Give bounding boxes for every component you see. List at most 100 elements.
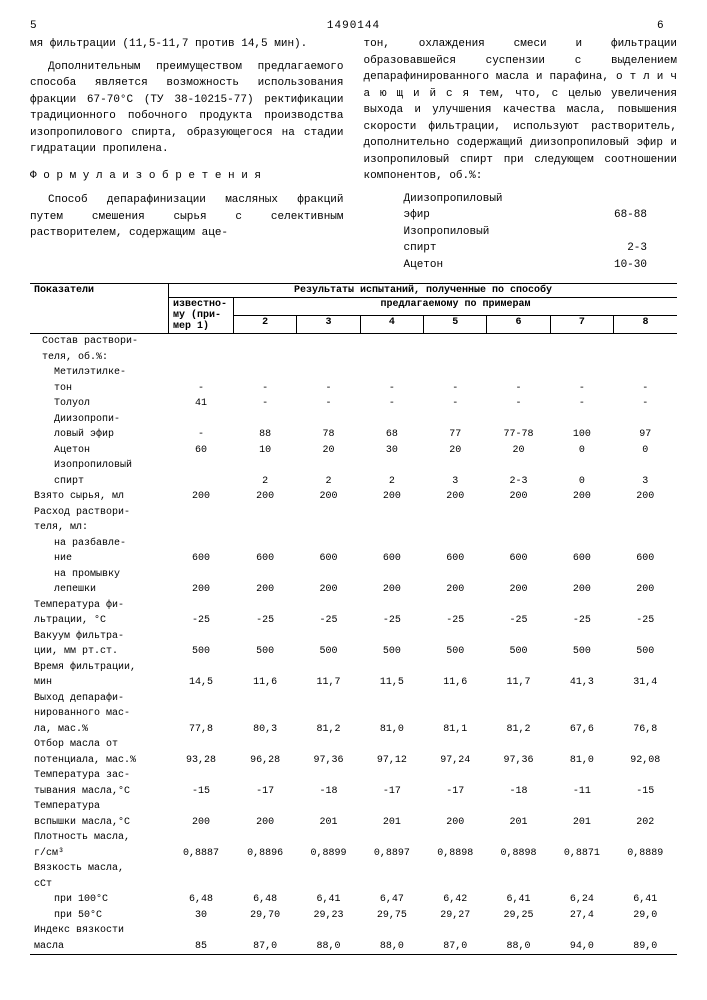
- table-row: сСт: [30, 877, 677, 893]
- table-row: Метилэтилке-: [30, 365, 677, 381]
- table-row: льтрации, °С-25-25-25-25-25-25-25-25: [30, 613, 677, 629]
- cell: 200: [424, 489, 487, 505]
- ratio-2a: Изопропиловый: [404, 224, 490, 241]
- cell: [424, 567, 487, 583]
- th-c3: 3: [297, 316, 360, 334]
- cell: [424, 350, 487, 366]
- cell: [487, 365, 550, 381]
- cell: [360, 567, 423, 583]
- cell: [360, 660, 423, 676]
- row-label: Ацетон: [30, 443, 169, 459]
- row-label: Время фильтрации,: [30, 660, 169, 676]
- cell: [614, 598, 677, 614]
- row-label: Взято сырья, мл: [30, 489, 169, 505]
- cell: [169, 861, 234, 877]
- cell: [360, 536, 423, 552]
- cell: 31,4: [614, 675, 677, 691]
- cell: [234, 412, 297, 428]
- cell: -: [487, 396, 550, 412]
- cell: [234, 505, 297, 521]
- cell: [550, 505, 613, 521]
- row-label: при 50°С: [30, 908, 169, 924]
- th-c8: 8: [614, 316, 677, 334]
- cell: 0: [550, 474, 613, 490]
- cell: -25: [614, 613, 677, 629]
- cell: -: [360, 396, 423, 412]
- page-num-left: 5: [30, 20, 50, 32]
- cell: 6,41: [487, 892, 550, 908]
- cell: 29,23: [297, 908, 360, 924]
- table-row: спирт22232-303: [30, 474, 677, 490]
- cell: [234, 861, 297, 877]
- cell: [169, 536, 234, 552]
- cell: [487, 923, 550, 939]
- cell: 0,8889: [614, 846, 677, 862]
- ratio-block: Диизопропиловый эфир68-88 Изопропиловый …: [364, 191, 678, 274]
- cell: 6,24: [550, 892, 613, 908]
- cell: [614, 799, 677, 815]
- cell: [360, 505, 423, 521]
- cell: [360, 706, 423, 722]
- cell: [424, 706, 487, 722]
- cell: [487, 520, 550, 536]
- cell: 81,2: [487, 722, 550, 738]
- cell: 41,3: [550, 675, 613, 691]
- row-label: Вязкость масла,: [30, 861, 169, 877]
- row-label: Толуол: [30, 396, 169, 412]
- cell: [169, 458, 234, 474]
- cell: [550, 691, 613, 707]
- row-label: Температура: [30, 799, 169, 815]
- cell: [550, 861, 613, 877]
- cell: [424, 768, 487, 784]
- cell: [297, 458, 360, 474]
- cell: 11,6: [424, 675, 487, 691]
- cell: -17: [424, 784, 487, 800]
- cell: [424, 412, 487, 428]
- cell: 77-78: [487, 427, 550, 443]
- cell: -: [297, 396, 360, 412]
- table-row: теля, мл:: [30, 520, 677, 536]
- cell: 500: [360, 644, 423, 660]
- cell: 97,36: [487, 753, 550, 769]
- cell: [169, 334, 234, 350]
- cell: [234, 830, 297, 846]
- cell: [424, 923, 487, 939]
- cell: [424, 830, 487, 846]
- row-label: ла, мас.%: [30, 722, 169, 738]
- th-c5: 5: [424, 316, 487, 334]
- cell: [297, 691, 360, 707]
- cell: 81,0: [360, 722, 423, 738]
- text-columns: мя фильтрации (11,5-11,7 против 14,5 мин…: [30, 36, 677, 273]
- row-label: Состав раствори-: [30, 334, 169, 350]
- cell: -25: [234, 613, 297, 629]
- table-row: ловый эфир-8878687777-7810097: [30, 427, 677, 443]
- cell: 200: [234, 582, 297, 598]
- cell: 2-3: [487, 474, 550, 490]
- cell: [169, 520, 234, 536]
- cell: [234, 706, 297, 722]
- row-label: вспышки масла,°С: [30, 815, 169, 831]
- row-label: Плотность масла,: [30, 830, 169, 846]
- cell: [360, 412, 423, 428]
- table-row: Состав раствори-: [30, 334, 677, 350]
- cell: [360, 458, 423, 474]
- cell: 97: [614, 427, 677, 443]
- cell: [234, 567, 297, 583]
- cell: [487, 660, 550, 676]
- cell: 200: [550, 489, 613, 505]
- row-label: Выход депарафи-: [30, 691, 169, 707]
- cell: 200: [169, 582, 234, 598]
- cell: [169, 567, 234, 583]
- cell: -18: [297, 784, 360, 800]
- table-row: ла, мас.%77,880,381,281,081,181,267,676,…: [30, 722, 677, 738]
- cell: 6,42: [424, 892, 487, 908]
- cell: 200: [360, 489, 423, 505]
- cell: [297, 350, 360, 366]
- cell: [297, 520, 360, 536]
- row-label: потенциала, мас.%: [30, 753, 169, 769]
- page-header: 5 1490144 6: [30, 20, 677, 32]
- right-column: тон, охлаждения смеси и фильтрации образ…: [364, 36, 678, 273]
- th-c4: 4: [360, 316, 423, 334]
- cell: [614, 536, 677, 552]
- cell: 201: [360, 815, 423, 831]
